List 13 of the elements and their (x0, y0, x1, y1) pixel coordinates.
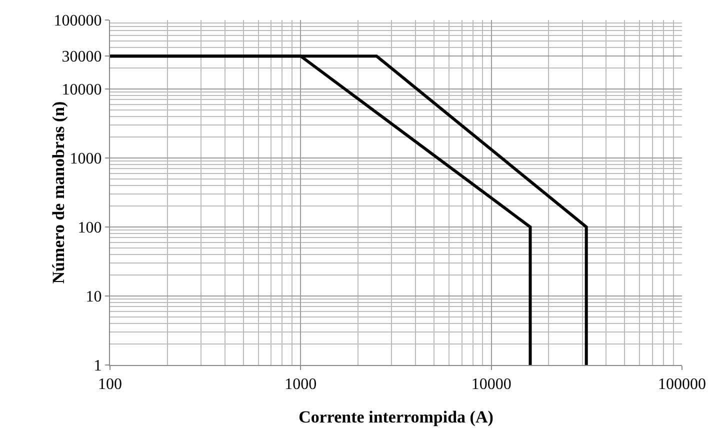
y-tick-label: 10 (86, 288, 102, 306)
y-tick-label: 100000 (54, 12, 102, 30)
x-tick-label: 1000 (284, 376, 317, 394)
y-tick-label: 100 (78, 220, 102, 237)
y-tick-label: 1 (94, 358, 102, 375)
x-tick-label: 100 (98, 376, 122, 394)
y-tick-label: 10000 (62, 82, 102, 99)
x-tick-label: 10000 (471, 376, 512, 394)
x-axis-title: Corrente interrompida (A) (298, 408, 494, 427)
y-tick-label: 30000 (62, 48, 102, 66)
x-tick-label: 100000 (658, 376, 706, 394)
y-axis-title: Número de manobras (n) (48, 101, 68, 284)
y-tick-label: 1000 (70, 150, 102, 168)
